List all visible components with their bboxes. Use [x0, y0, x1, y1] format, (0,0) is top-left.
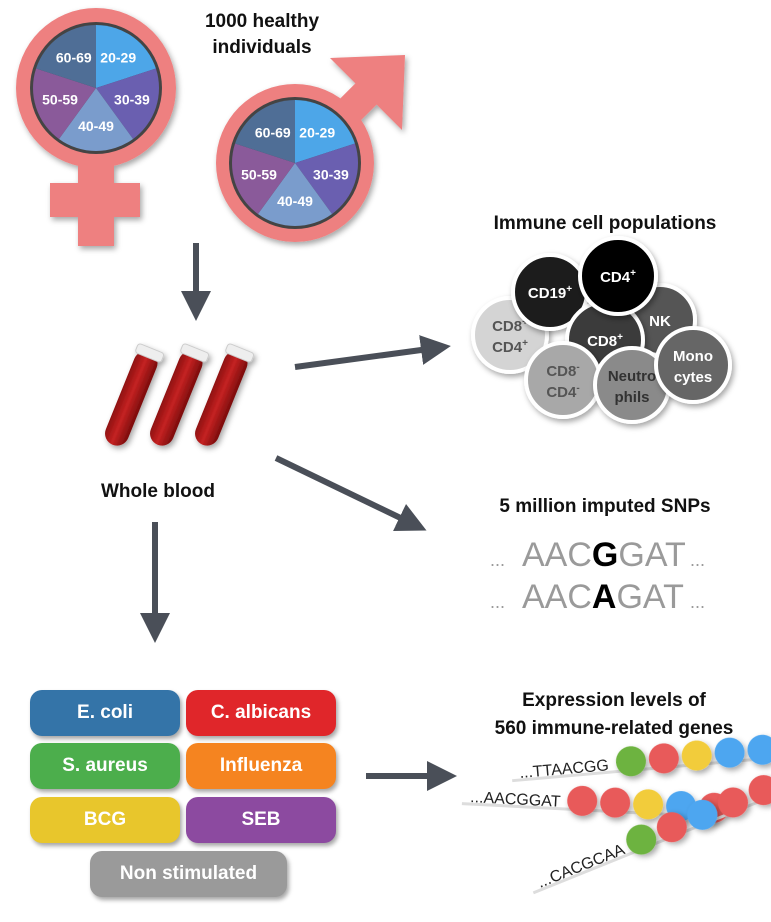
expression-strands: ...TTAACGG ...AACGGAT ...CACGCAA: [461, 734, 771, 895]
pie-slice: [96, 68, 159, 139]
age-group-label: 60-69: [56, 49, 92, 65]
gene-bead: [718, 787, 749, 818]
svg-text:...: ...: [690, 550, 705, 570]
svg-text:...TTAACGG: ...TTAACGG: [519, 757, 610, 782]
pie-slice: [295, 143, 358, 214]
stimulus-bcg: BCG: [30, 797, 180, 843]
stimulus-s-aureus: S. aureus: [30, 743, 180, 789]
immune-cell-6: Neutro phils: [593, 346, 671, 424]
cohort-title-line2: individuals: [212, 37, 311, 58]
immune-cell-0: CD19+: [511, 253, 589, 331]
immune-cell-5: CD8- CD4-: [524, 341, 602, 419]
age-group-label: 50-59: [42, 92, 78, 108]
gene-bead: [600, 787, 631, 818]
expression-title-line1: Expression levels of: [522, 690, 706, 711]
svg-text:CD19+: CD19+: [528, 284, 572, 302]
gene-bead: [615, 746, 646, 777]
stimulus-influenza: Influenza: [186, 743, 336, 789]
pie-slice: [295, 100, 355, 163]
svg-text:CD8-: CD8-: [546, 362, 579, 380]
stimulus-e-coli: E. coli: [30, 690, 180, 736]
age-group-label: 20-29: [299, 124, 335, 140]
svg-text:...AACGGAT: ...AACGGAT: [470, 789, 561, 811]
svg-text:AACAGAT: AACAGAT: [522, 578, 684, 616]
stimulus-non-stimulated: Non stimulated: [90, 851, 287, 897]
gene-bead: [648, 743, 679, 774]
svg-text:Neutro: Neutro: [608, 368, 656, 385]
age-group-label: 30-39: [313, 167, 349, 183]
pie-slice: [33, 68, 96, 139]
stimulus-seb: SEB: [186, 797, 336, 843]
svg-text:CD4-: CD4-: [546, 383, 579, 401]
svg-text:...: ...: [490, 550, 505, 570]
snp-sequence-1: ... AACGGAT ...: [490, 536, 705, 574]
immune-cell-1: CD4+: [578, 236, 658, 316]
gene-bead: [714, 737, 745, 768]
gene-bead: [656, 812, 687, 843]
svg-text:...: ...: [690, 592, 705, 612]
gene-bead: [747, 734, 771, 765]
immune-cell-cluster: CD8+ CD4+ CD19+ NK CD8+ CD4+ CD8- CD4- Neutro phi…: [471, 236, 732, 424]
expression-title-line2: 560 immune-related genes: [495, 718, 734, 739]
immune-title: Immune cell populations: [494, 213, 717, 234]
age-group-label: 60-69: [255, 124, 291, 140]
svg-text:AACGGAT: AACGGAT: [522, 536, 686, 574]
gene-bead: [626, 824, 657, 855]
age-group-label: 40-49: [277, 193, 313, 209]
snp-sequence-2: ... AACAGAT ...: [490, 578, 705, 616]
age-group-label: 40-49: [78, 118, 114, 134]
svg-text:CD4+: CD4+: [492, 338, 528, 356]
pie-slice: [235, 100, 295, 163]
pie-slice: [36, 25, 96, 88]
svg-text:Mono: Mono: [673, 348, 713, 365]
svg-text:CD8+: CD8+: [492, 317, 528, 335]
gene-bead: [748, 775, 771, 806]
age-group-label: 30-39: [114, 92, 150, 108]
arrow-blood-to-snps: [274, 455, 427, 532]
svg-text:CD4+: CD4+: [600, 268, 636, 286]
pie-slice: [96, 25, 156, 88]
arrow-blood-to-cells: [294, 335, 451, 370]
age-group-label: 20-29: [100, 49, 136, 65]
blood-tubes-icon: [105, 343, 255, 446]
gene-bead: [633, 789, 664, 820]
svg-text:CD8+: CD8+: [587, 332, 623, 350]
svg-text:NK: NK: [649, 313, 671, 330]
whole-blood-label: Whole blood: [101, 481, 215, 502]
expression-strand: ...TTAACGG: [512, 734, 771, 783]
gene-bead: [681, 740, 712, 771]
stimulus-c-albicans: C. albicans: [186, 690, 336, 736]
svg-text:...: ...: [490, 592, 505, 612]
pie-slice: [232, 143, 295, 214]
arrows: [140, 243, 457, 791]
svg-text:...CACGCAA: ...CACGCAA: [535, 841, 627, 892]
svg-text:phils: phils: [614, 389, 649, 406]
age-group-label: 50-59: [241, 167, 277, 183]
snps-title: 5 million imputed SNPs: [499, 496, 710, 517]
cohort-title-line1: 1000 healthy: [205, 11, 319, 32]
pie-slice: [257, 163, 333, 226]
immune-cell-7: Mono cytes: [654, 326, 732, 404]
pie-slice: [58, 88, 134, 151]
gene-bead: [567, 785, 598, 816]
gene-bead: [687, 799, 718, 830]
svg-text:cytes: cytes: [674, 369, 712, 386]
